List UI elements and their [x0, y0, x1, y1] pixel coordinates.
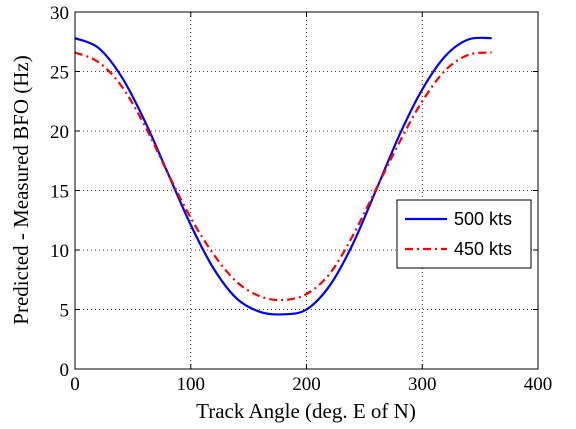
y-tick-label: 0	[60, 360, 70, 381]
x-tick-label: 300	[408, 374, 437, 395]
y-tick-label: 20	[50, 122, 69, 143]
series-line-2	[74, 51, 492, 302]
y-tick-label: 15	[50, 182, 69, 203]
y-axis-title: Predicted - Measured BFO (Hz)	[9, 55, 33, 324]
x-tick-label: 100	[177, 374, 206, 395]
legend-label-2: 450 kts	[454, 239, 512, 259]
series-layer	[74, 36, 492, 316]
legend-box	[396, 199, 532, 269]
y-tick-label: 30	[50, 3, 69, 24]
series-line-1	[74, 36, 492, 316]
x-tick-label: 400	[524, 374, 553, 395]
plot-background	[75, 12, 538, 369]
x-tick-label: 0	[70, 374, 80, 395]
x-tick-label: 200	[292, 374, 321, 395]
legend: 500 kts 450 kts	[396, 199, 532, 269]
y-tick-label: 25	[50, 63, 69, 84]
y-tick-label: 5	[60, 301, 70, 322]
legend-label-1: 500 kts	[454, 209, 512, 229]
x-axis-title: Track Angle (deg. E of N)	[196, 399, 416, 423]
ticks: 0 100 200 300 400 0 5 10 15 20 25 30	[50, 3, 552, 395]
y-tick-label: 10	[50, 241, 69, 262]
